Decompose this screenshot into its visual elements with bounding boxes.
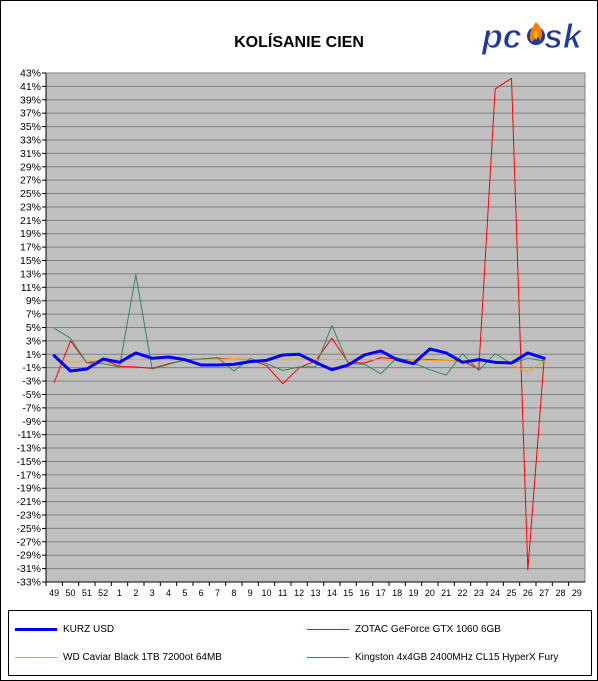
x-tick-label: 23 (474, 588, 484, 598)
y-tick-label: 19% (20, 228, 41, 240)
y-tick-label: 7% (26, 309, 41, 321)
x-tick-label: 9 (248, 588, 253, 598)
x-tick-label: 19 (408, 588, 418, 598)
y-tick-label: 31% (20, 148, 41, 160)
y-tick-label: -27% (16, 536, 41, 548)
y-tick-label: 5% (26, 322, 41, 334)
y-tick-label: -7% (22, 402, 41, 414)
x-tick-label: 20 (425, 588, 435, 598)
x-tick-label: 27 (539, 588, 549, 598)
x-tick-label: 6 (199, 588, 204, 598)
x-tick-label: 13 (310, 588, 320, 598)
x-tick-label: 2 (133, 588, 138, 598)
y-tick-label: 33% (20, 134, 41, 146)
y-tick-label: 37% (20, 108, 41, 120)
y-tick-label: -25% (16, 523, 41, 535)
legend-item: WD Caviar Black 1TB 7200ot 64MB (15, 649, 222, 665)
x-tick-label: 24 (490, 588, 500, 598)
y-tick-label: -33% (16, 577, 41, 589)
x-tick-label: 14 (327, 588, 337, 598)
y-tick-label: 13% (20, 268, 41, 280)
legend-label: WD Caviar Black 1TB 7200ot 64MB (63, 651, 222, 663)
y-tick-label: 17% (20, 242, 41, 254)
x-tick-label: 26 (523, 588, 533, 598)
legend-item: ZOTAC GeForce GTX 1060 6GB (307, 621, 501, 637)
y-tick-label: -1% (22, 362, 41, 374)
x-tick-label: 15 (343, 588, 353, 598)
x-tick-label: 50 (65, 588, 75, 598)
chart-title: KOLÍSANIE CIEN (234, 34, 364, 51)
y-tick-label: -19% (16, 483, 41, 495)
legend-swatch (15, 656, 57, 658)
x-tick-label: 51 (82, 588, 92, 598)
y-tick-label: -21% (16, 496, 41, 508)
y-tick-label: -13% (16, 443, 41, 455)
x-tick-label: 8 (231, 588, 236, 598)
chart-legend: KURZ USD ZOTAC GeForce GTX 1060 6GB WD Cav… (8, 610, 592, 676)
flame-icon (527, 22, 545, 45)
y-tick-label: 39% (20, 94, 41, 106)
x-tick-label: 5 (182, 588, 187, 598)
y-tick-label: -23% (16, 510, 41, 522)
x-tick-label: 16 (359, 588, 369, 598)
y-tick-label: -11% (17, 429, 41, 441)
x-tick-label: 21 (441, 588, 451, 598)
y-tick-label: -5% (22, 389, 41, 401)
legend-swatch (307, 628, 349, 630)
x-tick-label: 4 (166, 588, 171, 598)
x-tick-label: 1 (117, 588, 122, 598)
y-tick-label: 29% (20, 161, 41, 173)
series-line-2 (53, 356, 545, 373)
legend-label: ZOTAC GeForce GTX 1060 6GB (355, 623, 501, 635)
y-tick-label: 35% (20, 121, 41, 133)
x-tick-label: 12 (294, 588, 304, 598)
x-tick-label: 28 (555, 588, 565, 598)
price-fluctuation-chart: 43%41%39%37%35%33%31%29%27%25%23%21%19%1… (16, 68, 586, 598)
logo-text-pc: pc (481, 18, 522, 56)
y-tick-label: -9% (22, 416, 41, 428)
y-tick-label: 1% (26, 349, 41, 361)
y-tick-label: 43% (20, 68, 41, 80)
y-tick-label: -17% (16, 469, 41, 481)
x-tick-label: 29 (572, 588, 582, 598)
series-line-0 (52, 347, 546, 373)
x-tick-label: 3 (150, 588, 155, 598)
x-tick-label: 10 (261, 588, 271, 598)
y-tick-label: 11% (21, 282, 41, 294)
y-tick-label: 15% (20, 255, 41, 267)
y-tick-label: -3% (22, 376, 41, 388)
pcsk-logo: pc sk (481, 18, 585, 57)
legend-item: KURZ USD (15, 621, 114, 637)
y-tick-label: 3% (26, 335, 41, 347)
x-tick-label: 52 (98, 588, 108, 598)
logo-text-sk: sk (544, 18, 584, 56)
y-tick-label: -31% (16, 563, 41, 575)
y-tick-label: 9% (26, 295, 41, 307)
y-tick-label: 25% (20, 188, 41, 200)
x-tick-label: 25 (506, 588, 516, 598)
y-tick-label: 23% (20, 201, 41, 213)
y-tick-label: -15% (16, 456, 41, 468)
x-tick-label: 22 (457, 588, 467, 598)
legend-item: Kingston 4x4GB 2400MHz CL15 HyperX Fury (307, 649, 558, 665)
legend-swatch (307, 656, 349, 658)
x-tick-label: 18 (392, 588, 402, 598)
series-line-3 (53, 274, 545, 376)
legend-swatch (15, 627, 57, 631)
y-tick-label: -29% (16, 550, 41, 562)
y-tick-label: 27% (20, 175, 41, 187)
y-tick-label: 41% (20, 81, 41, 93)
x-tick-label: 11 (278, 588, 287, 598)
x-tick-label: 7 (215, 588, 220, 598)
x-tick-label: 17 (376, 588, 386, 598)
y-tick-label: 21% (20, 215, 41, 227)
legend-label: KURZ USD (63, 623, 115, 635)
x-tick-label: 49 (49, 588, 59, 598)
legend-label: Kingston 4x4GB 2400MHz CL15 HyperX Fury (355, 651, 559, 663)
